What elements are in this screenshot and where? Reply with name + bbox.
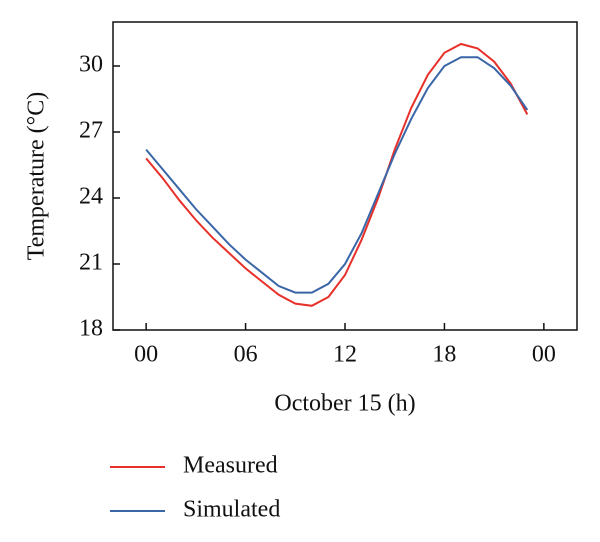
x-tick-label: 00 (532, 342, 556, 368)
x-tick-label: 00 (134, 342, 158, 368)
y-tick-label: 30 (79, 52, 103, 78)
x-tick-label: 18 (432, 342, 456, 368)
y-tick-label: 27 (79, 118, 103, 144)
data-line (145, 42, 529, 307)
legend-label: Measured (183, 453, 278, 479)
legend-label: Simulated (183, 497, 280, 523)
data-line (145, 56, 529, 294)
x-tick-label: 06 (234, 342, 258, 368)
x-axis-label: October 15 (h) (274, 391, 415, 417)
y-axis-label: Temperature (°C) (24, 92, 50, 261)
plot-frame (112, 21, 578, 331)
y-tick-label: 18 (79, 316, 103, 342)
y-tick-label: 24 (79, 184, 103, 210)
y-tick-label: 21 (79, 250, 103, 276)
x-tick-label: 12 (333, 342, 357, 368)
